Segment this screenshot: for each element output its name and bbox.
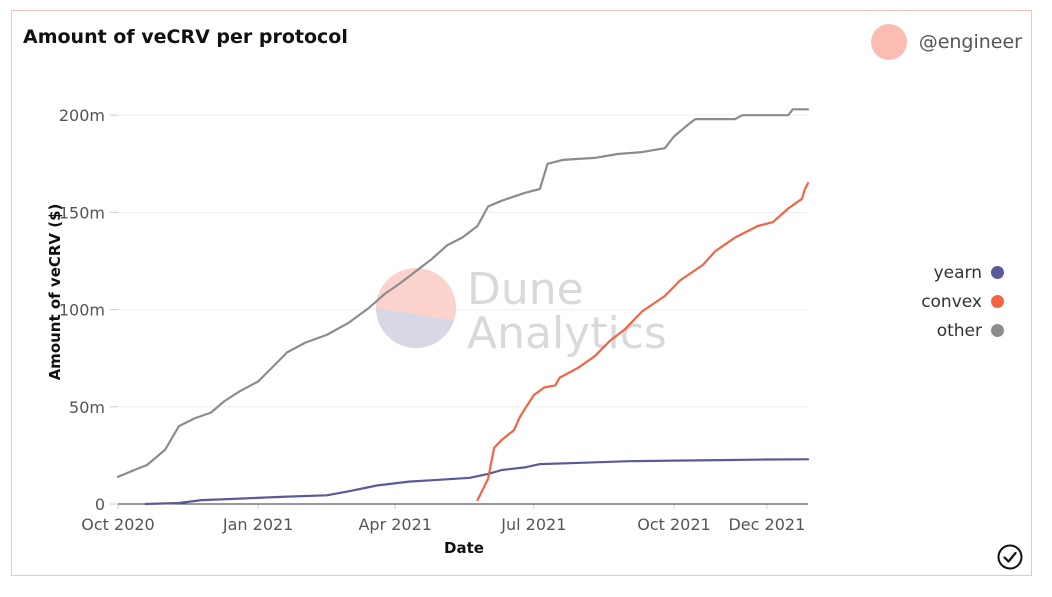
- chart-title: Amount of veCRV per protocol: [23, 26, 348, 48]
- author-badge[interactable]: @engineer: [870, 24, 1022, 60]
- series-lines: [116, 108, 810, 506]
- avatar: [870, 24, 907, 60]
- dune-analytics-watermark: Dune Analytics: [376, 264, 667, 359]
- x-tick-label: Dec 2021: [728, 515, 805, 534]
- y-tick-label: 50m: [69, 398, 105, 417]
- check-circle-icon[interactable]: [996, 543, 1024, 571]
- x-tick-label: Oct 2021: [637, 515, 710, 534]
- chart-legend: yearn convex other: [921, 258, 1004, 345]
- chart-card: [11, 10, 1032, 576]
- y-axis-title: Amount of veCRV ($): [46, 204, 64, 381]
- y-tick-label: 100m: [59, 301, 105, 320]
- legend-dot-icon: [991, 295, 1004, 308]
- legend-dot-icon: [991, 324, 1004, 337]
- y-axis-ticks: 0 50m 100m 150m 200m: [59, 106, 118, 514]
- watermark-line1: Dune: [467, 264, 584, 315]
- legend-item-other[interactable]: other: [921, 316, 1004, 345]
- legend-label: convex: [921, 291, 982, 312]
- legend-item-convex[interactable]: convex: [921, 287, 1004, 316]
- x-tick-label: Oct 2020: [81, 515, 154, 534]
- y-tick-label: 150m: [59, 203, 105, 222]
- x-tick-label: Jan 2021: [222, 515, 293, 534]
- x-tick-label: Jul 2021: [500, 515, 566, 534]
- legend-label: yearn: [933, 262, 982, 283]
- series-line-convex: [476, 182, 810, 502]
- watermark-logo-wedge: [376, 308, 455, 348]
- author-name[interactable]: @engineer: [918, 31, 1022, 53]
- watermark-line2: Analytics: [467, 308, 667, 359]
- legend-dot-icon: [991, 266, 1004, 279]
- legend-label: other: [936, 320, 982, 341]
- legend-item-yearn[interactable]: yearn: [921, 258, 1004, 287]
- x-axis-title: Date: [444, 539, 484, 557]
- y-tick-label: 0: [95, 495, 105, 514]
- y-tick-label: 200m: [59, 106, 105, 125]
- series-line-other: [116, 108, 810, 478]
- gridlines: [118, 114, 808, 408]
- series-line-yearn: [144, 458, 810, 506]
- x-axis-ticks: Oct 2020 Jan 2021 Apr 2021 Jul 2021 Oct 2021…: [81, 504, 805, 534]
- x-tick-label: Apr 2021: [358, 515, 431, 534]
